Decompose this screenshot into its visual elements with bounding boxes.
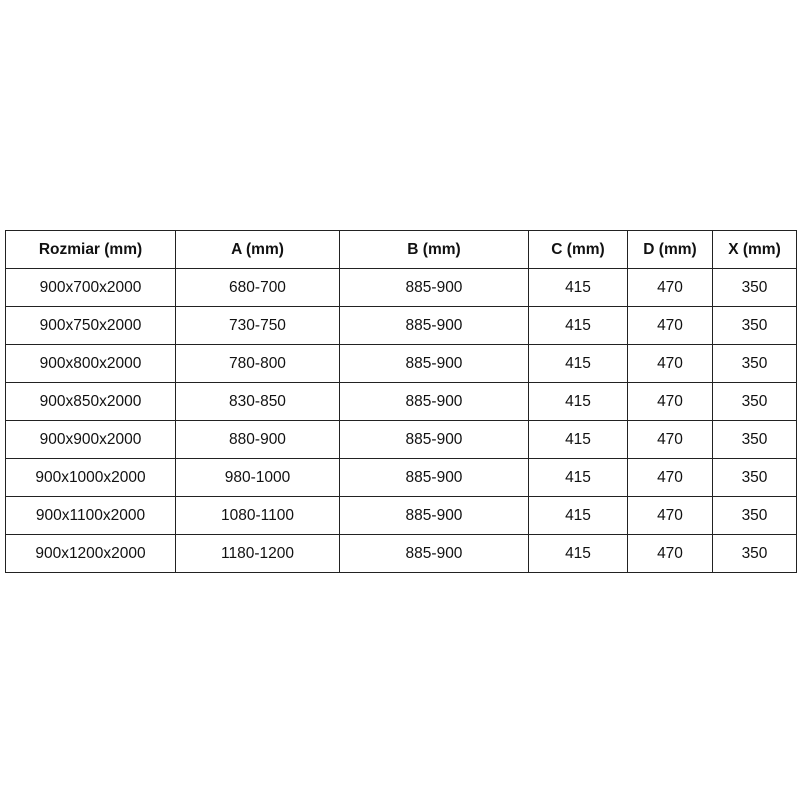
table-cell: 900x1100x2000: [5, 496, 176, 535]
table-cell: 350: [712, 268, 797, 307]
table-cell: 730-750: [175, 306, 340, 345]
table-cell: 350: [712, 306, 797, 345]
table-cell: 900x750x2000: [5, 306, 176, 345]
table-cell: 470: [627, 458, 713, 497]
table-cell: 885-900: [339, 382, 529, 421]
table-cell: 415: [528, 534, 628, 573]
table-cell: 470: [627, 306, 713, 345]
table-row: 900x1200x2000 1180-1200 885-900 415 470 350: [5, 534, 797, 573]
table-cell: 350: [712, 344, 797, 383]
table-cell: 350: [712, 496, 797, 535]
header-row: Rozmiar (mm) A (mm) B (mm) C (mm) D (mm) X (m…: [5, 230, 797, 269]
table-cell: 415: [528, 496, 628, 535]
table-cell: 885-900: [339, 458, 529, 497]
table-cell: 470: [627, 496, 713, 535]
table-cell: 470: [627, 344, 713, 383]
table-row: 900x1000x2000 980-1000 885-900 415 470 350: [5, 458, 797, 497]
table-cell: 780-800: [175, 344, 340, 383]
table-row: 900x1100x2000 1080-1100 885-900 415 470 350: [5, 496, 797, 535]
table-cell: 680-700: [175, 268, 340, 307]
table-cell: 885-900: [339, 344, 529, 383]
table-cell: 900x850x2000: [5, 382, 176, 421]
table-cell: 470: [627, 268, 713, 307]
table-cell: 900x1200x2000: [5, 534, 176, 573]
table-cell: 980-1000: [175, 458, 340, 497]
table-cell: 350: [712, 458, 797, 497]
table-cell: 350: [712, 382, 797, 421]
column-header: Rozmiar (mm): [5, 230, 176, 269]
dimensions-table: Rozmiar (mm) A (mm) B (mm) C (mm) D (mm) X (m…: [5, 230, 797, 573]
table-cell: 470: [627, 382, 713, 421]
table-cell: 415: [528, 306, 628, 345]
table-cell: 830-850: [175, 382, 340, 421]
table-cell: 900x1000x2000: [5, 458, 176, 497]
column-header: X (mm): [712, 230, 797, 269]
table-row: 900x900x2000 880-900 885-900 415 470 350: [5, 420, 797, 459]
table-row: 900x850x2000 830-850 885-900 415 470 350: [5, 382, 797, 421]
table-cell: 880-900: [175, 420, 340, 459]
table-cell: 900x700x2000: [5, 268, 176, 307]
column-header: D (mm): [627, 230, 713, 269]
table-cell: 415: [528, 268, 628, 307]
table-cell: 415: [528, 420, 628, 459]
table-cell: 470: [627, 420, 713, 459]
table-cell: 350: [712, 420, 797, 459]
table-cell: 885-900: [339, 306, 529, 345]
table-cell: 900x900x2000: [5, 420, 176, 459]
table-row: 900x750x2000 730-750 885-900 415 470 350: [5, 306, 797, 345]
table-cell: 350: [712, 534, 797, 573]
table-cell: 415: [528, 344, 628, 383]
table-cell: 885-900: [339, 420, 529, 459]
table-cell: 470: [627, 534, 713, 573]
table-cell: 415: [528, 458, 628, 497]
table-cell: 1080-1100: [175, 496, 340, 535]
column-header: C (mm): [528, 230, 628, 269]
table-cell: 415: [528, 382, 628, 421]
table-cell: 885-900: [339, 268, 529, 307]
table-cell: 885-900: [339, 534, 529, 573]
table-row: 900x700x2000 680-700 885-900 415 470 350: [5, 268, 797, 307]
table-row: 900x800x2000 780-800 885-900 415 470 350: [5, 344, 797, 383]
column-header: B (mm): [339, 230, 529, 269]
table-cell: 1180-1200: [175, 534, 340, 573]
column-header: A (mm): [175, 230, 340, 269]
table-cell: 885-900: [339, 496, 529, 535]
table-cell: 900x800x2000: [5, 344, 176, 383]
